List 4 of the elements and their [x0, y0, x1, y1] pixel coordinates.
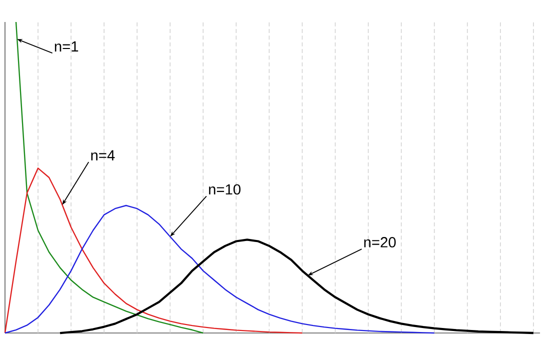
- annotation: n=1: [54, 41, 78, 52]
- annotation: n=4: [91, 150, 115, 160]
- annotation: n=20: [364, 237, 396, 248]
- annotation: n=10: [209, 184, 240, 195]
